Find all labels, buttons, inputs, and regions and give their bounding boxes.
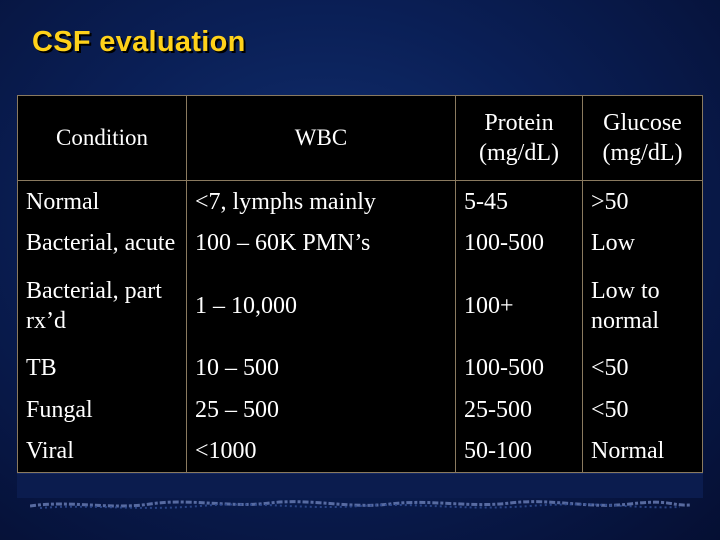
decorative-underline	[30, 500, 690, 509]
table-row: Normal <7, lymphs mainly 5-45 >50	[17, 179, 703, 223]
cell-protein: 100-500	[455, 347, 583, 389]
table-header-row: Condition WBC Protein (mg/dL) Glucose (m…	[17, 95, 703, 181]
slide-title: CSF evaluation	[32, 26, 246, 58]
cell-glucose: >50	[582, 179, 703, 223]
table-row: Bacterial, acute 100 – 60K PMN’s 100-500…	[17, 222, 703, 265]
cell-condition: Fungal	[17, 388, 187, 431]
cell-condition: Normal	[17, 179, 187, 223]
cell-protein: 100+	[455, 264, 583, 348]
cell-condition: TB	[17, 347, 187, 389]
cell-wbc: <7, lymphs mainly	[186, 179, 456, 223]
csf-table-container: Condition WBC Protein (mg/dL) Glucose (m…	[17, 95, 703, 474]
cell-condition: Bacterial, acute	[17, 222, 187, 265]
cell-glucose: <50	[582, 388, 703, 431]
cell-wbc: <1000	[186, 430, 456, 474]
table-row: TB 10 – 500 100-500 <50	[17, 347, 703, 389]
cell-glucose: Normal	[582, 430, 703, 474]
cell-wbc: 25 – 500	[186, 388, 456, 431]
table-row: Viral <1000 50-100 Normal	[17, 430, 703, 474]
cell-condition: Viral	[17, 430, 187, 474]
cell-protein: 25-500	[455, 388, 583, 431]
header-wbc: WBC	[186, 95, 456, 181]
csf-table: Condition WBC Protein (mg/dL) Glucose (m…	[17, 95, 703, 474]
cell-glucose: <50	[582, 347, 703, 389]
cell-wbc: 100 – 60K PMN’s	[186, 222, 456, 265]
cell-wbc: 1 – 10,000	[186, 264, 456, 348]
cell-wbc: 10 – 500	[186, 347, 456, 389]
cell-condition: Bacterial, part rx’d	[17, 264, 187, 348]
header-protein: Protein (mg/dL)	[455, 95, 583, 181]
table-shadow	[17, 473, 703, 498]
header-condition: Condition	[17, 95, 187, 181]
cell-protein: 50-100	[455, 430, 583, 474]
cell-glucose: Low to normal	[582, 264, 703, 348]
table-row: Bacterial, part rx’d 1 – 10,000 100+ Low…	[17, 264, 703, 348]
header-glucose: Glucose (mg/dL)	[582, 95, 703, 181]
table-row: Fungal 25 – 500 25-500 <50	[17, 388, 703, 431]
cell-protein: 5-45	[455, 179, 583, 223]
cell-protein: 100-500	[455, 222, 583, 265]
cell-glucose: Low	[582, 222, 703, 265]
